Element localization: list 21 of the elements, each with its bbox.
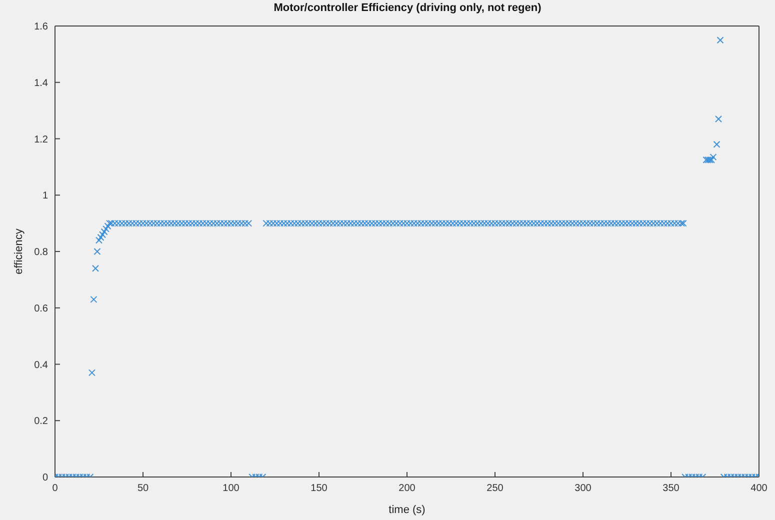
chart-title: Motor/controller Efficiency (driving only, not regen) <box>272 2 542 14</box>
x-tick-label: 200 <box>398 483 416 494</box>
x-tick-label: 100 <box>222 483 240 494</box>
x-axis-title: time (s) <box>388 504 426 516</box>
y-tick-label: 1.4 <box>34 78 48 89</box>
y-tick-label: 0.4 <box>34 360 48 371</box>
x-tick-label: 400 <box>750 483 768 494</box>
y-tick-label: 1.2 <box>34 134 48 146</box>
x-tick-label: 350 <box>662 483 680 494</box>
y-tick-label: 1.6 <box>34 22 48 33</box>
y-axis-title: efficiency <box>12 228 25 274</box>
y-tick-label: 0.8 <box>34 247 48 258</box>
x-tick-label: 150 <box>310 483 328 494</box>
y-tick-label: 0.6 <box>34 303 48 314</box>
x-tick-label: 50 <box>137 483 149 494</box>
y-tick-label: 0.2 <box>34 416 48 428</box>
y-tick-label: 1 <box>42 190 48 202</box>
x-tick-label: 250 <box>486 483 504 494</box>
x-tick-label: 300 <box>574 483 592 494</box>
x-tick-label: 0 <box>52 483 58 494</box>
y-tick-label: 0 <box>42 472 48 484</box>
